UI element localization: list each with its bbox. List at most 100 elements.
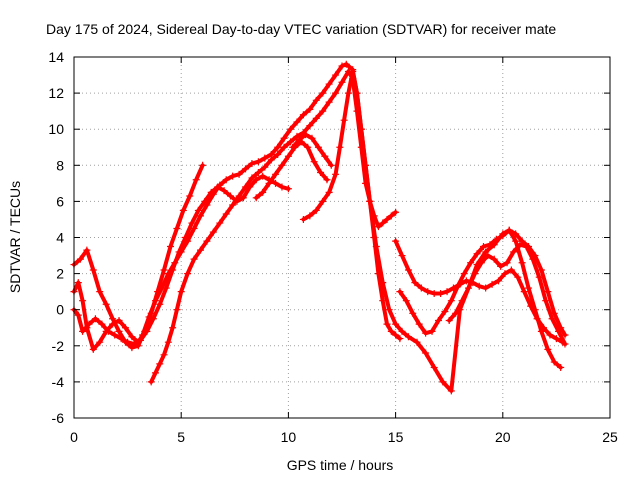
data-point-marker bbox=[207, 188, 215, 196]
data-point-marker bbox=[102, 300, 110, 308]
data-point-marker bbox=[398, 327, 406, 335]
data-point-marker bbox=[344, 89, 352, 97]
data-point-marker bbox=[441, 308, 449, 316]
data-point-marker bbox=[184, 270, 192, 278]
data-point-marker bbox=[287, 125, 295, 133]
y-tick-label: 8 bbox=[56, 157, 64, 173]
data-point-marker bbox=[482, 284, 490, 292]
data-point-marker bbox=[314, 143, 322, 151]
x-tick-label: 25 bbox=[602, 429, 618, 445]
data-point-marker bbox=[325, 98, 333, 106]
data-point-marker bbox=[332, 170, 340, 178]
data-point-marker bbox=[79, 297, 87, 305]
y-tick-label: 4 bbox=[56, 230, 64, 246]
data-point-marker bbox=[259, 172, 267, 180]
x-tick-label: 15 bbox=[388, 429, 404, 445]
data-point-marker bbox=[278, 161, 286, 169]
data-point-marker bbox=[379, 219, 387, 227]
data-point-marker bbox=[522, 243, 530, 251]
data-point-marker bbox=[160, 266, 168, 274]
data-point-marker bbox=[486, 241, 494, 249]
data-point-marker bbox=[91, 315, 99, 323]
data-point-marker bbox=[507, 266, 515, 274]
data-point-marker bbox=[482, 248, 490, 256]
data-point-marker bbox=[529, 255, 537, 263]
data-point-marker bbox=[175, 248, 183, 256]
data-point-marker bbox=[561, 331, 569, 339]
data-point-marker bbox=[96, 288, 104, 296]
data-point-marker bbox=[306, 105, 314, 113]
data-point-marker bbox=[323, 176, 331, 184]
y-tick-label: -4 bbox=[52, 374, 65, 390]
data-point-marker bbox=[402, 297, 410, 305]
data-point-marker bbox=[196, 212, 204, 220]
data-point-marker bbox=[555, 327, 563, 335]
data-point-marker bbox=[424, 288, 432, 296]
data-point-marker bbox=[235, 170, 243, 178]
data-point-marker bbox=[535, 273, 543, 281]
data-point-marker bbox=[117, 335, 125, 343]
series-track-8 bbox=[392, 237, 567, 346]
data-point-marker bbox=[89, 345, 97, 353]
data-point-marker bbox=[254, 158, 262, 166]
y-tick-label: 2 bbox=[56, 266, 64, 282]
data-point-marker bbox=[392, 237, 400, 245]
data-point-marker bbox=[387, 212, 395, 220]
data-point-marker bbox=[325, 80, 333, 88]
data-point-marker bbox=[239, 194, 247, 202]
data-point-marker bbox=[134, 338, 142, 346]
data-point-marker bbox=[121, 324, 129, 332]
data-point-marker bbox=[428, 327, 436, 335]
data-point-marker bbox=[242, 183, 250, 191]
data-point-marker bbox=[518, 259, 526, 267]
data-point-marker bbox=[252, 176, 260, 184]
data-point-marker bbox=[383, 215, 391, 223]
data-point-marker bbox=[512, 237, 520, 245]
data-point-marker bbox=[177, 288, 185, 296]
data-point-marker bbox=[102, 327, 110, 335]
data-point-marker bbox=[497, 262, 505, 270]
data-point-marker bbox=[342, 60, 350, 68]
y-tick-label: -6 bbox=[52, 410, 65, 426]
series-track-3 bbox=[70, 161, 207, 353]
data-point-marker bbox=[124, 338, 132, 346]
data-point-marker bbox=[409, 309, 417, 317]
data-point-marker bbox=[319, 89, 327, 97]
data-point-marker bbox=[439, 378, 447, 386]
data-point-marker bbox=[222, 176, 230, 184]
data-point-marker bbox=[199, 161, 207, 169]
data-point-marker bbox=[227, 192, 235, 200]
y-axis-title: SDTVAR / TECUs bbox=[7, 181, 23, 293]
data-point-marker bbox=[173, 224, 181, 232]
x-tick-label: 5 bbox=[177, 429, 185, 445]
data-point-marker bbox=[516, 241, 524, 249]
y-tick-label: 14 bbox=[48, 49, 64, 65]
data-point-marker bbox=[374, 223, 382, 231]
data-point-marker bbox=[537, 266, 545, 274]
data-point-marker bbox=[317, 169, 325, 177]
data-point-marker bbox=[164, 338, 172, 346]
data-point-marker bbox=[147, 378, 155, 386]
series-track-10 bbox=[445, 241, 569, 348]
data-point-marker bbox=[417, 284, 425, 292]
data-point-marker bbox=[76, 255, 84, 263]
data-point-marker bbox=[413, 338, 421, 346]
data-point-marker bbox=[312, 114, 320, 122]
data-point-marker bbox=[235, 192, 243, 200]
data-point-marker bbox=[272, 170, 280, 178]
data-point-marker bbox=[404, 333, 412, 341]
axis-ticks bbox=[73, 56, 611, 419]
data-point-marker bbox=[510, 248, 518, 256]
data-point-marker bbox=[462, 277, 470, 285]
data-point-marker bbox=[546, 331, 554, 339]
data-point-marker bbox=[280, 143, 288, 151]
data-point-marker bbox=[306, 122, 314, 130]
x-tick-label: 0 bbox=[70, 429, 78, 445]
data-point-marker bbox=[467, 259, 475, 267]
data-point-marker bbox=[454, 282, 462, 290]
data-point-marker bbox=[111, 331, 119, 339]
data-point-marker bbox=[396, 335, 404, 343]
data-point-marker bbox=[370, 234, 378, 241]
x-axis-title: GPS time / hours bbox=[287, 457, 394, 473]
